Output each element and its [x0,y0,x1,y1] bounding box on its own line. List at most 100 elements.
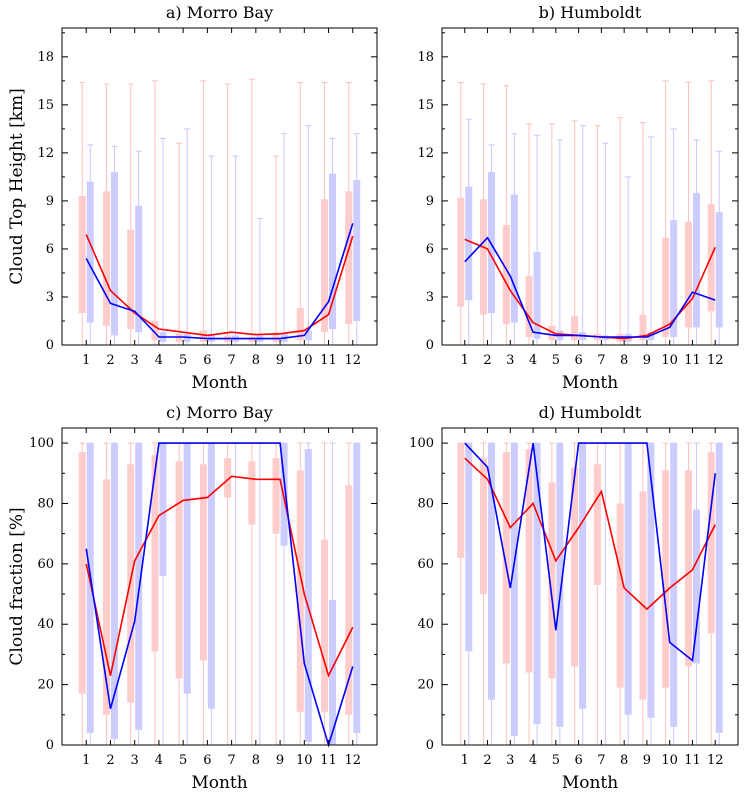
blue-box [110,443,118,739]
x-tick-label: 9 [276,353,284,368]
blue-box [624,443,632,715]
red-series-line [85,234,354,337]
x-tick-label: 11 [684,353,701,368]
x-tick-label: 1 [461,753,469,768]
red-box [662,470,670,688]
plot-frame [61,427,378,746]
x-tick-label: 1 [461,353,469,368]
y-tick-label: 100 [409,436,434,451]
red-series-line [464,238,716,340]
y-tick-label: 40 [37,617,54,632]
panel-title: b) Humboldt [539,3,642,22]
red-box [102,479,110,715]
x-tick-label: 6 [574,353,582,368]
blue-box [135,205,143,333]
red-box [151,455,159,652]
blue-box [86,443,94,733]
x-tick-label: 10 [661,753,678,768]
x-tick-label: 5 [179,353,187,368]
y-tick-label: 0 [46,338,54,353]
x-tick-label: 11 [320,353,337,368]
y-axis-label: Cloud fraction [%] [7,507,27,665]
blue-box [183,443,191,694]
blue-box [647,443,655,718]
plot-frame [441,27,739,346]
red-box [707,452,715,634]
blue-box [207,333,215,342]
blue-box [692,509,700,664]
red-box [457,197,465,307]
y-tick-label: 15 [417,98,434,113]
plot-frame [441,427,739,746]
blue-box [579,443,587,709]
red-box [593,464,601,585]
x-tick-label: 3 [506,353,514,368]
red-box [345,191,353,325]
x-tick-label: 2 [106,753,114,768]
blue-box [353,180,361,321]
y-tick-label: 15 [37,98,54,113]
x-tick-label: 5 [552,753,560,768]
red-box [296,308,304,341]
red-box [272,332,280,342]
x-tick-label: 5 [552,353,560,368]
x-tick-label: 1 [82,753,90,768]
y-tick-label: 0 [46,738,54,753]
blue-box [715,443,723,733]
x-tick-label: 9 [276,753,284,768]
y-axis-label: Cloud Top Height [km] [7,88,27,285]
blue-series-line [85,442,354,748]
blue-box [647,332,655,341]
blue-box [510,194,518,323]
red-box [175,461,183,679]
blue-series-line [464,442,717,662]
red-box [248,336,256,342]
x-tick-label: 7 [597,753,605,768]
x-tick-label: 6 [574,753,582,768]
x-tick-label: 2 [483,753,491,768]
y-tick-label: 100 [29,436,54,451]
blue-box [353,443,361,733]
panel-title: d) Humboldt [539,403,642,422]
red-box [345,485,353,715]
red-box [321,539,329,712]
x-tick-label: 4 [155,353,163,368]
x-tick-label: 12 [344,753,361,768]
blue-box [715,212,723,328]
red-box [175,333,183,342]
y-tick-label: 6 [46,242,54,257]
red-box [662,237,670,337]
red-box [684,470,692,667]
x-tick-label: 4 [529,353,537,368]
x-tick-label: 10 [296,353,313,368]
red-box [548,325,556,341]
blue-box [670,220,678,337]
red-box [684,221,692,328]
blue-box [533,443,541,724]
blue-series-line [85,223,354,340]
y-tick-label: 0 [426,738,434,753]
blue-box [304,449,312,742]
red-box [480,199,488,315]
x-tick-label: 4 [155,753,163,768]
x-tick-label: 8 [252,353,260,368]
red-box [525,449,533,673]
red-box [199,464,207,661]
blue-box [510,443,518,736]
x-tick-label: 12 [344,353,361,368]
blue-box [86,181,94,323]
blue-series-line [464,236,716,338]
x-tick-label: 2 [483,353,491,368]
x-tick-label: 3 [131,353,139,368]
x-axis-label: Month [191,373,247,393]
x-tick-label: 8 [620,353,628,368]
x-tick-label: 10 [661,353,678,368]
y-tick-label: 60 [37,557,54,572]
red-box [571,316,579,341]
blue-box [488,172,496,313]
red-box [571,467,579,667]
panel-title: c) Morro Bay [166,403,273,422]
